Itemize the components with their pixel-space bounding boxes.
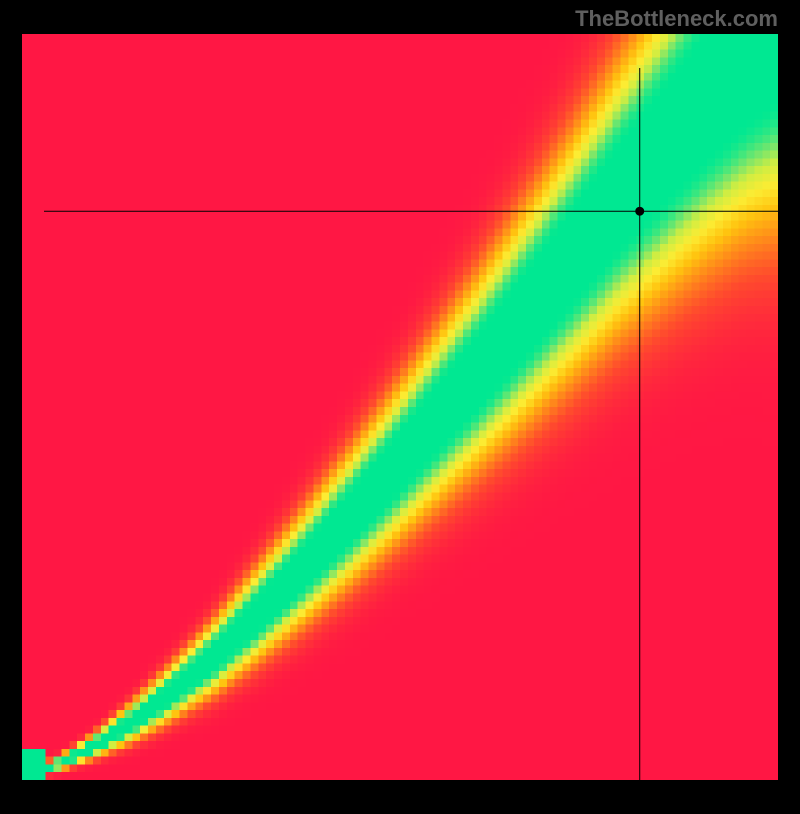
heatmap-plot: [22, 34, 778, 780]
heatmap-canvas: [22, 34, 778, 780]
watermark: TheBottleneck.com: [575, 6, 778, 32]
